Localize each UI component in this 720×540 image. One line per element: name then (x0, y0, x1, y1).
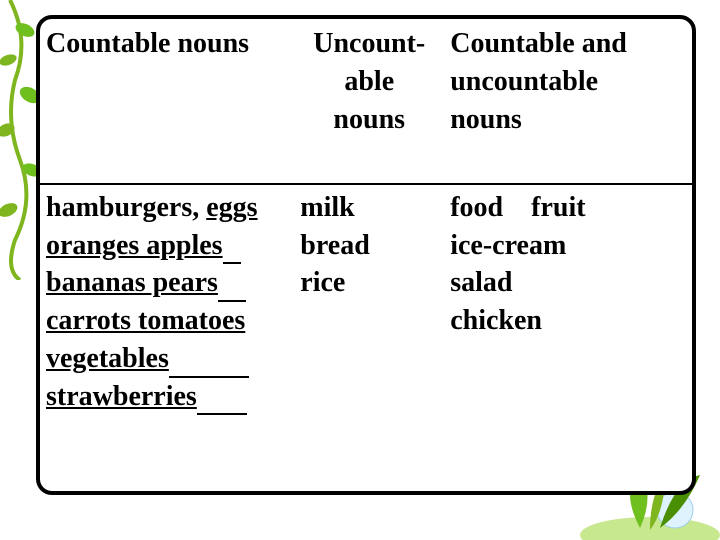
item-bananas-pears: bananas pears (46, 267, 218, 298)
item-bread: bread (300, 227, 438, 265)
blank-line (223, 231, 241, 265)
header-col2-line2: able (344, 66, 394, 97)
item-chicken: chicken (450, 302, 686, 340)
table-body-row: hamburgers, eggs oranges apples bananas … (40, 184, 692, 491)
header-col3-line2: uncountable (450, 66, 598, 97)
cell-countable-list: hamburgers, eggs oranges apples bananas … (40, 184, 294, 491)
blank-line (169, 344, 249, 378)
item-rice: rice (300, 264, 438, 302)
blank-line (218, 269, 246, 303)
header-col2-line3: nouns (333, 104, 405, 135)
header-uncountable: Uncount- able nouns (294, 19, 444, 184)
blank-line (197, 382, 247, 416)
item-carrots-tomatoes: carrots tomatoes (46, 305, 245, 336)
item-oranges-apples: oranges apples (46, 230, 223, 261)
item-eggs: eggs (206, 192, 257, 223)
header-col2-line1: Uncount- (313, 28, 425, 59)
header-col3-line1: Countable and (450, 28, 627, 59)
header-col3-line3: nouns (450, 104, 522, 135)
prefix-hamburgers: hamburgers, (46, 192, 206, 223)
cell-uncountable-list: milk bread rice (294, 184, 444, 491)
item-salad: salad (450, 264, 686, 302)
nouns-table: Countable nouns Uncount- able nouns Coun… (40, 19, 692, 491)
item-icecream: ice-cream (450, 227, 686, 265)
cell-both-list: food fruit ice-cream salad chicken (444, 184, 692, 491)
header-col1-text: Countable nouns (46, 28, 249, 59)
item-strawberries: strawberries (46, 381, 197, 412)
header-countable: Countable nouns (40, 19, 294, 184)
item-milk: milk (300, 189, 438, 227)
item-fruit: fruit (531, 192, 585, 223)
table-header-row: Countable nouns Uncount- able nouns Coun… (40, 19, 692, 184)
item-vegetables: vegetables (46, 343, 169, 374)
header-both: Countable and uncountable nouns (444, 19, 692, 184)
item-food: food (450, 192, 503, 223)
table-panel: Countable nouns Uncount- able nouns Coun… (36, 15, 696, 495)
